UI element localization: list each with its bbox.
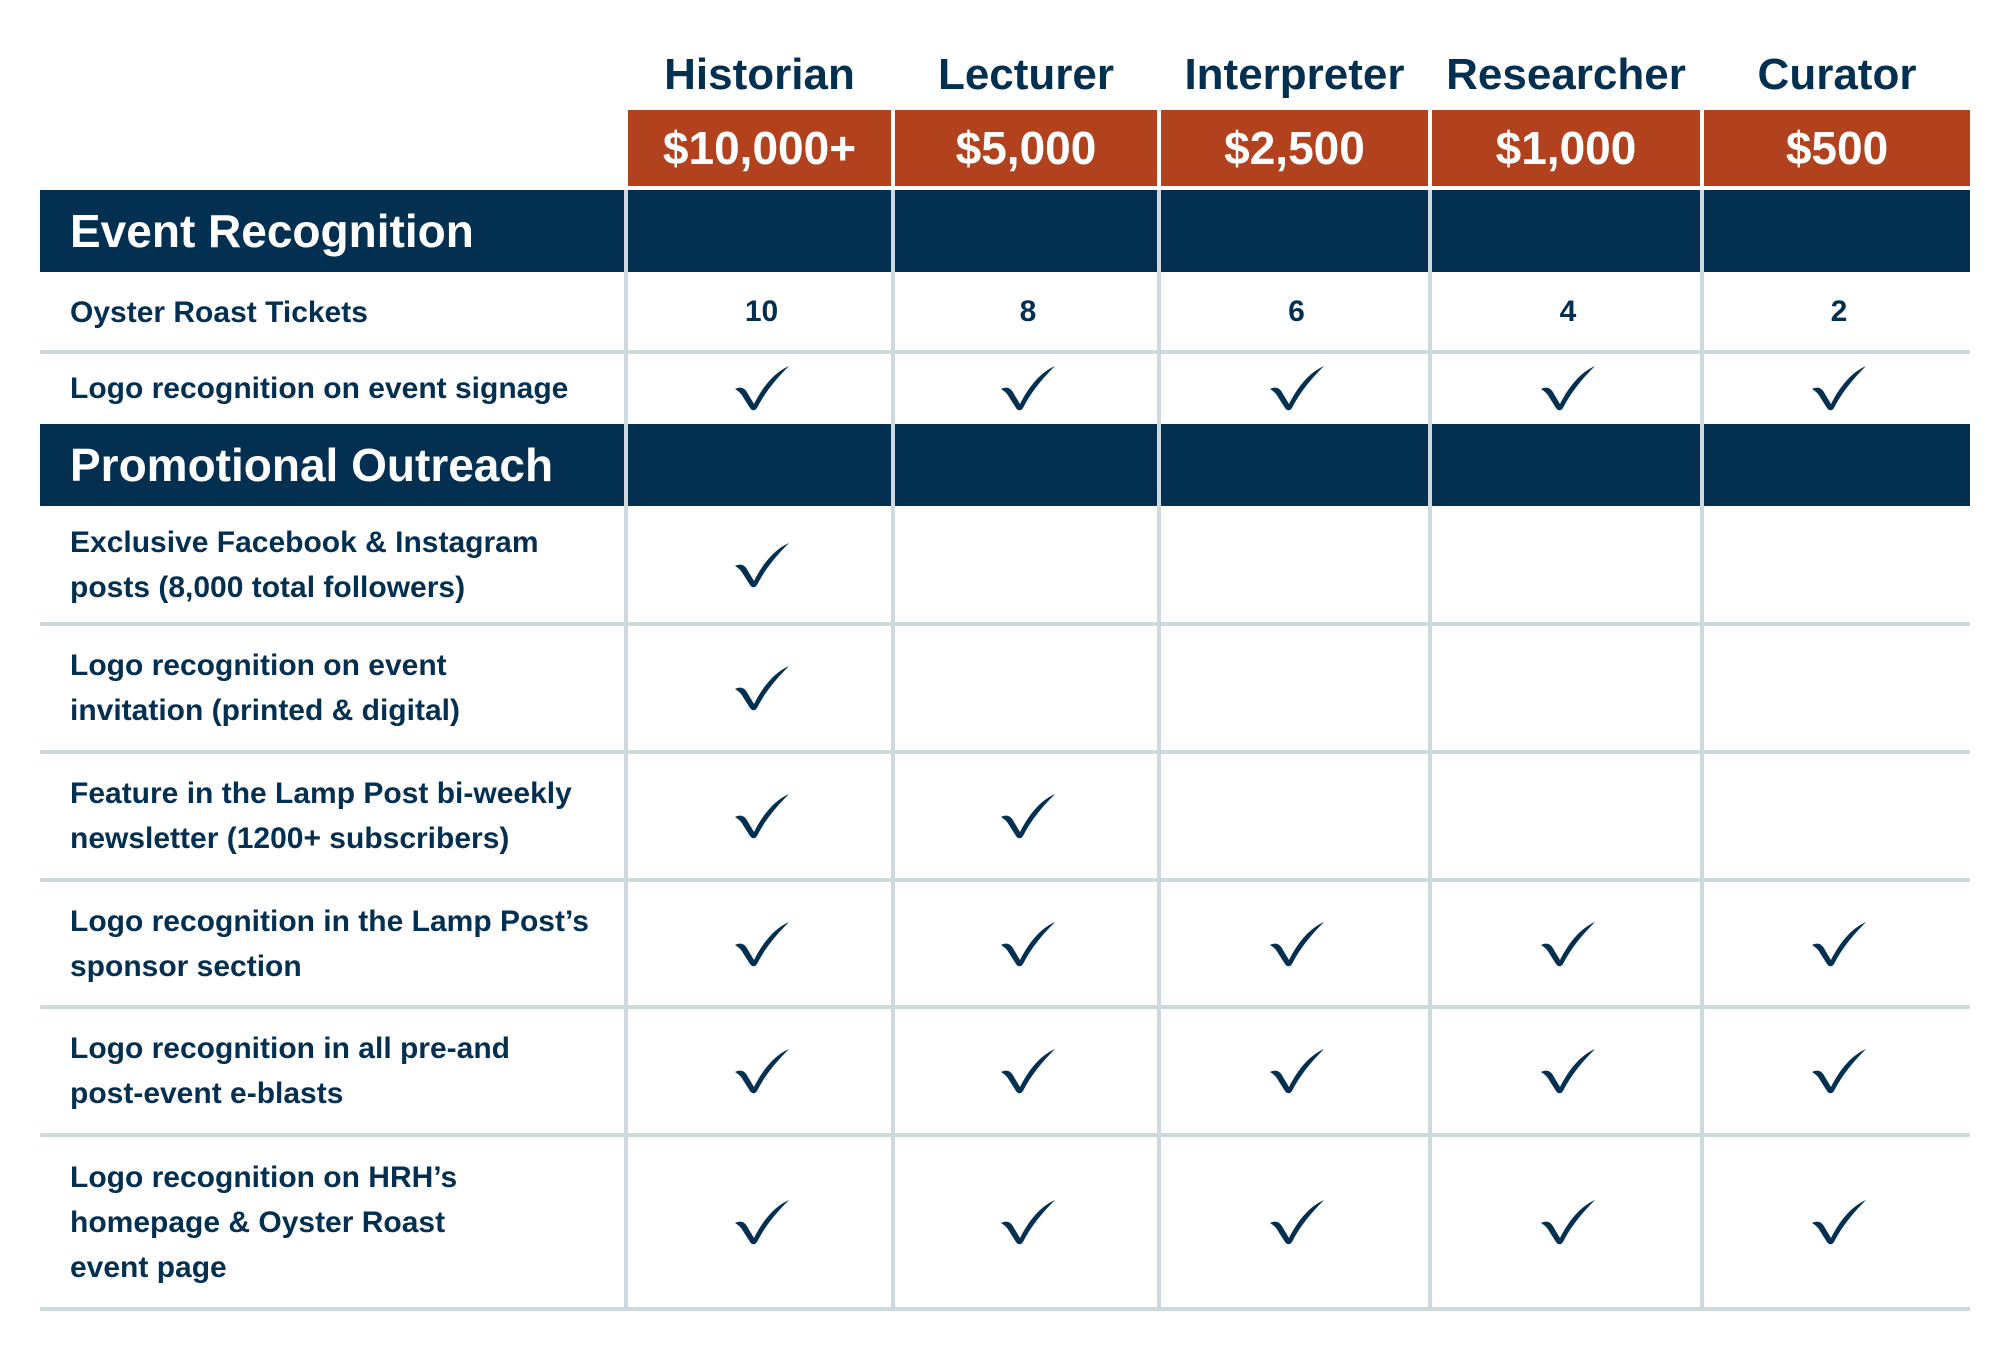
checkmark-icon [1436,1135,1700,1309]
column-divider [624,190,628,1309]
ticket-count: 4 [1559,295,1577,328]
checkmark-icon [1708,1007,1970,1135]
benefit-label: Logo recognition on event invitation (pr… [70,649,460,727]
tier-price-interpreter: $2,500 [1161,110,1428,186]
checkmark-icon [1165,352,1428,424]
checkmark-icon [899,752,1157,880]
section-title: Event Recognition [70,205,474,257]
row-divider [40,878,1970,882]
benefit-label: Logo recognition on HRH’s homepage & Oys… [70,1160,458,1284]
row-divider [40,350,1970,354]
benefit-label: Feature in the Lamp Post bi-weekly newsl… [70,777,572,855]
checkmark-icon [1708,352,1970,424]
checkmark-icon [632,1007,891,1135]
tier-price-lecturer: $5,000 [895,110,1157,186]
checkmark-icon [1436,1007,1700,1135]
benefit-label: Logo recognition in the Lamp Post’s spon… [70,904,589,983]
ticket-count: 2 [1830,295,1848,328]
row-divider [40,1307,1970,1311]
tier-name-interpreter: Interpreter [1184,50,1405,99]
ticket-count: 6 [1288,295,1305,328]
row-divider [40,1005,1970,1009]
tier-name-lecturer: Lecturer [937,50,1115,99]
checkmark-icon [1708,880,1970,1007]
section-title: Promotional Outreach [70,439,554,491]
checkmark-icon [632,506,891,624]
checkmark-icon [1436,352,1700,424]
benefit-label: Oyster Roast Tickets [70,295,368,329]
checkmark-icon [1436,880,1700,1007]
benefit-label: Logo recognition on event signage [70,371,569,405]
ticket-count: 8 [1019,295,1037,328]
checkmark-icon [899,1007,1157,1135]
row-divider [40,750,1970,754]
checkmark-icon [1165,880,1428,1007]
checkmark-icon [632,880,891,1007]
tier-name-researcher: Researcher [1446,50,1686,99]
row-divider [40,1133,1970,1137]
column-divider [891,190,895,1309]
section-band [40,190,1970,272]
checkmark-icon [899,352,1157,424]
tier-price-historian: $10,000+ [628,110,891,186]
checkmark-icon [899,1135,1157,1309]
benefit-label: Logo recognition in all pre-and post-eve… [70,1032,510,1110]
tier-name-historian: Historian [664,50,855,99]
column-divider [1700,190,1704,1309]
ticket-count: 10 [744,295,779,328]
column-divider [1428,190,1432,1309]
checkmark-icon [632,1135,891,1309]
checkmark-icon [899,880,1157,1007]
benefit-label: Exclusive Facebook & Instagram posts (8,… [70,526,539,604]
checkmark-icon [632,352,891,424]
checkmark-icon [632,752,891,880]
checkmark-icon [1165,1135,1428,1309]
checkmark-icon [632,624,891,752]
section-band [40,424,1970,506]
tier-price-curator: $500 [1704,110,1970,186]
checkmark-icon [1165,1007,1428,1135]
checkmark-icon [1708,1135,1970,1309]
tier-name-curator: Curator [1757,50,1917,99]
column-divider [1157,190,1161,1309]
tier-price-researcher: $1,000 [1432,110,1700,186]
row-divider [40,622,1970,626]
